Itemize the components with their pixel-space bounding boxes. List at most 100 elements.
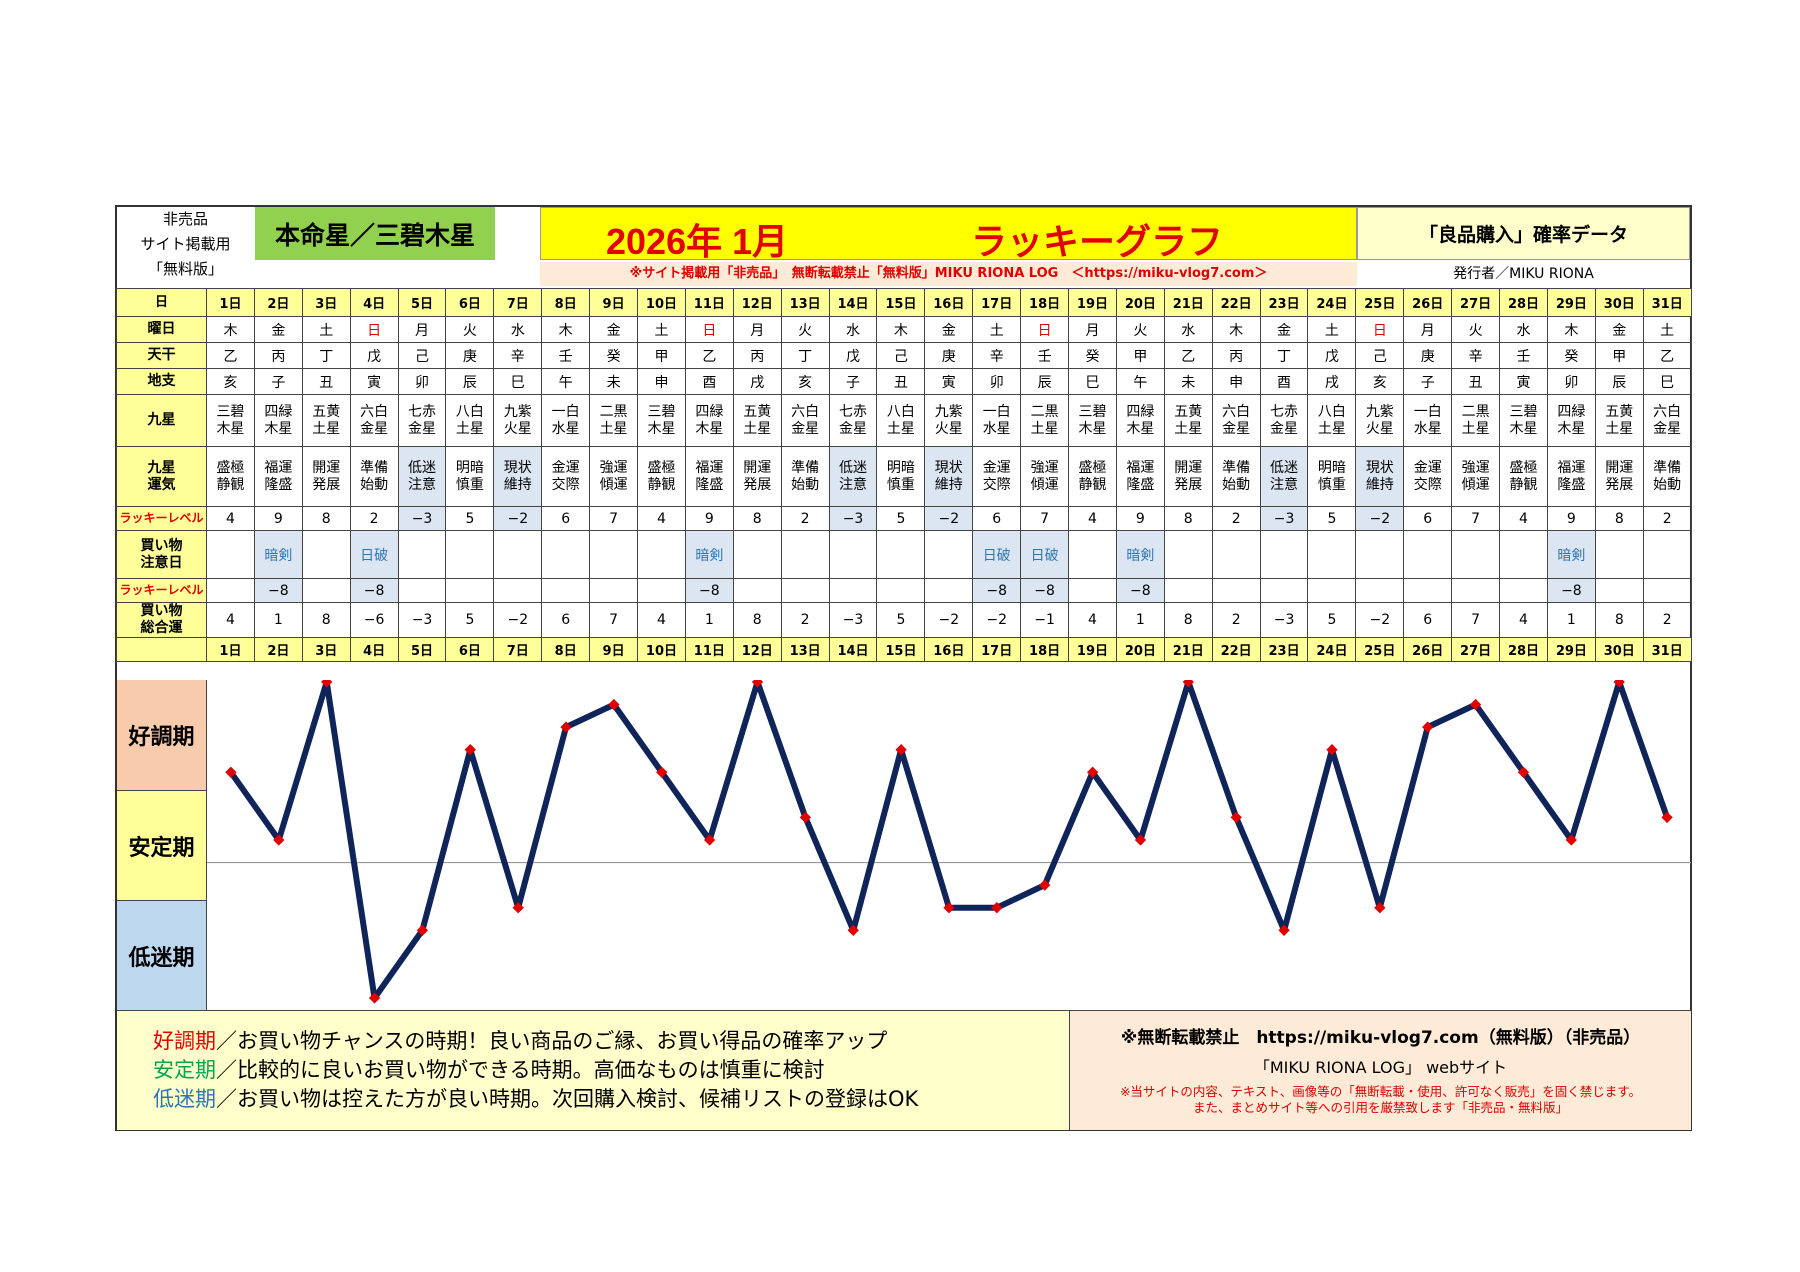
kyusei-cell-line: 八白: [455, 403, 484, 420]
kyusei-cell-line: 八白: [1317, 403, 1346, 420]
shopping-total-cell: 2: [1211, 602, 1261, 638]
shopping-total-cell: 8: [1594, 602, 1644, 638]
kyusei-cell-line: 六白: [1222, 403, 1251, 420]
unki-cell-line: 傾運: [1030, 476, 1059, 493]
unki-cell: 金運 交際: [541, 446, 591, 507]
caution-level-cell: [445, 578, 495, 603]
day-bottom-cell: 30日: [1594, 637, 1644, 662]
shopping-total-cell: −6: [349, 602, 399, 638]
unki-cell-line: 福運: [1557, 459, 1586, 476]
unki-label-line: 運気: [147, 476, 176, 493]
weekday-cell: 水: [828, 316, 878, 343]
shopping-total-cell: 5: [1307, 602, 1357, 638]
zone-stable: 安定期: [117, 790, 207, 900]
caution-level-cell: [876, 578, 926, 603]
unki-cell-line: 始動: [1653, 476, 1682, 493]
unki-cell-line: 注意: [839, 476, 868, 493]
tenkan-cell: 壬: [1499, 342, 1548, 369]
shopping-caution-cell: [1307, 530, 1357, 579]
day-bottom-cell: 12日: [732, 637, 782, 662]
kyusei-cell: 三碧 木星: [206, 394, 255, 447]
kyusei-cell: 五黄 土星: [1594, 394, 1644, 447]
kyusei-cell: 二黒 土星: [1020, 394, 1070, 447]
lucky-level-cell: 8: [732, 506, 782, 531]
kyusei-cell-line: 金星: [1653, 420, 1682, 437]
kyusei-cell: 六白 金星: [1642, 394, 1692, 447]
edition-line-1: 非売品: [162, 210, 208, 228]
kyusei-cell-line: 土星: [743, 420, 772, 437]
caution-level-cell: [301, 578, 351, 603]
kyusei-cell-line: 六白: [791, 403, 820, 420]
lucky-level-cell: 5: [1307, 506, 1357, 531]
kyusei-cell-line: 金星: [791, 420, 820, 437]
shopping-caution-cell: [780, 530, 830, 579]
kyusei-cell-line: 五黄: [743, 403, 772, 420]
honmeisei-label: 本命星／三碧木星: [255, 207, 495, 260]
kyusei-cell-line: 金星: [839, 420, 868, 437]
weekday-cell: 木: [541, 316, 591, 343]
lucky-level-cell: −2: [493, 506, 543, 531]
unki-cell-line: 始動: [1222, 476, 1251, 493]
unki-cell-line: 福運: [264, 459, 293, 476]
shopping-total-cell: −2: [972, 602, 1022, 638]
shopping-total-cell: −2: [1355, 602, 1405, 638]
data-point: [656, 766, 668, 778]
chishi-label: 地支: [116, 368, 207, 395]
kyusei-cell-line: 火星: [1365, 420, 1394, 437]
shopping-total-cell: 2: [1642, 602, 1692, 638]
weekday-cell: 土: [1307, 316, 1357, 343]
tenkan-cell: 戊: [349, 342, 399, 369]
day-bottom-cell: 23日: [1259, 637, 1309, 662]
lucky-level-cell: −3: [828, 506, 878, 531]
kyusei-cell-line: 金星: [360, 420, 389, 437]
unki-cell-line: 交際: [551, 476, 580, 493]
unki-cell-line: 隆盛: [1557, 476, 1586, 493]
tenkan-cell: 己: [876, 342, 926, 369]
day-bottom-cell: 31日: [1642, 637, 1692, 662]
kyusei-cell-line: 三碧: [647, 403, 676, 420]
kyusei-cell: 一白 水星: [972, 394, 1022, 447]
day-cell: 7日: [493, 288, 543, 317]
caution-level-label: ラッキーレベル: [116, 578, 207, 603]
shopping-total-cell: −1: [1020, 602, 1070, 638]
shopping-caution-cell: [301, 530, 351, 579]
legend-term-stable: 安定期: [153, 1058, 216, 1082]
unki-cell-line: 維持: [503, 476, 532, 493]
kyusei-cell-line: 火星: [503, 420, 532, 437]
lucky-level-cell: 8: [1163, 506, 1213, 531]
lucky-level-cell: 4: [206, 506, 255, 531]
kyusei-cell-line: 一白: [1413, 403, 1442, 420]
tenkan-cell: 庚: [1403, 342, 1453, 369]
tenkan-cell: 庚: [924, 342, 974, 369]
kyusei-cell-line: 土星: [1317, 420, 1346, 437]
lucky-level-cell: 2: [1211, 506, 1261, 531]
kyusei-cell: 六白 金星: [780, 394, 830, 447]
day-cell: 2日: [253, 288, 303, 317]
shopping-caution-cell: [1355, 530, 1405, 579]
kyusei-cell: 九紫 火星: [924, 394, 974, 447]
unki-cell-line: 金運: [551, 459, 580, 476]
shopping-caution-cell: 暗剣: [253, 530, 303, 579]
weekday-cell: 金: [589, 316, 639, 343]
unki-cell-line: 準備: [1653, 459, 1682, 476]
shopping-caution-cell: [541, 530, 591, 579]
day-bottom-cell: 10日: [637, 637, 686, 662]
chart-title: ラッキーグラフ: [971, 222, 1224, 263]
chishi-cell: 亥: [1355, 368, 1405, 395]
unki-cell: 福運 隆盛: [1546, 446, 1596, 507]
shopping-caution-cell: [1068, 530, 1117, 579]
legend-line-stable: 安定期／比較的に良いお買い物ができる時期。高価なものは慎重に検討: [153, 1056, 1069, 1085]
day-bottom-cell: 18日: [1020, 637, 1070, 662]
data-point: [1326, 744, 1338, 756]
kyusei-cell: 四緑 木星: [1115, 394, 1165, 447]
day-cell: 6日: [445, 288, 495, 317]
unki-cell-line: 慎重: [455, 476, 484, 493]
legend-term-low: 低迷期: [153, 1087, 216, 1111]
legend-line-good: 好調期／お買い物チャンスの時期！良い商品のご縁、お買い得品の確率アップ: [153, 1027, 1069, 1056]
day-cell: 27日: [1451, 288, 1501, 317]
tenkan-cell: 辛: [972, 342, 1022, 369]
lucky-level-cell: 5: [445, 506, 495, 531]
caution-level-cell: −8: [349, 578, 399, 603]
shopping-total-cell: −2: [924, 602, 974, 638]
unki-cell-line: 福運: [695, 459, 724, 476]
